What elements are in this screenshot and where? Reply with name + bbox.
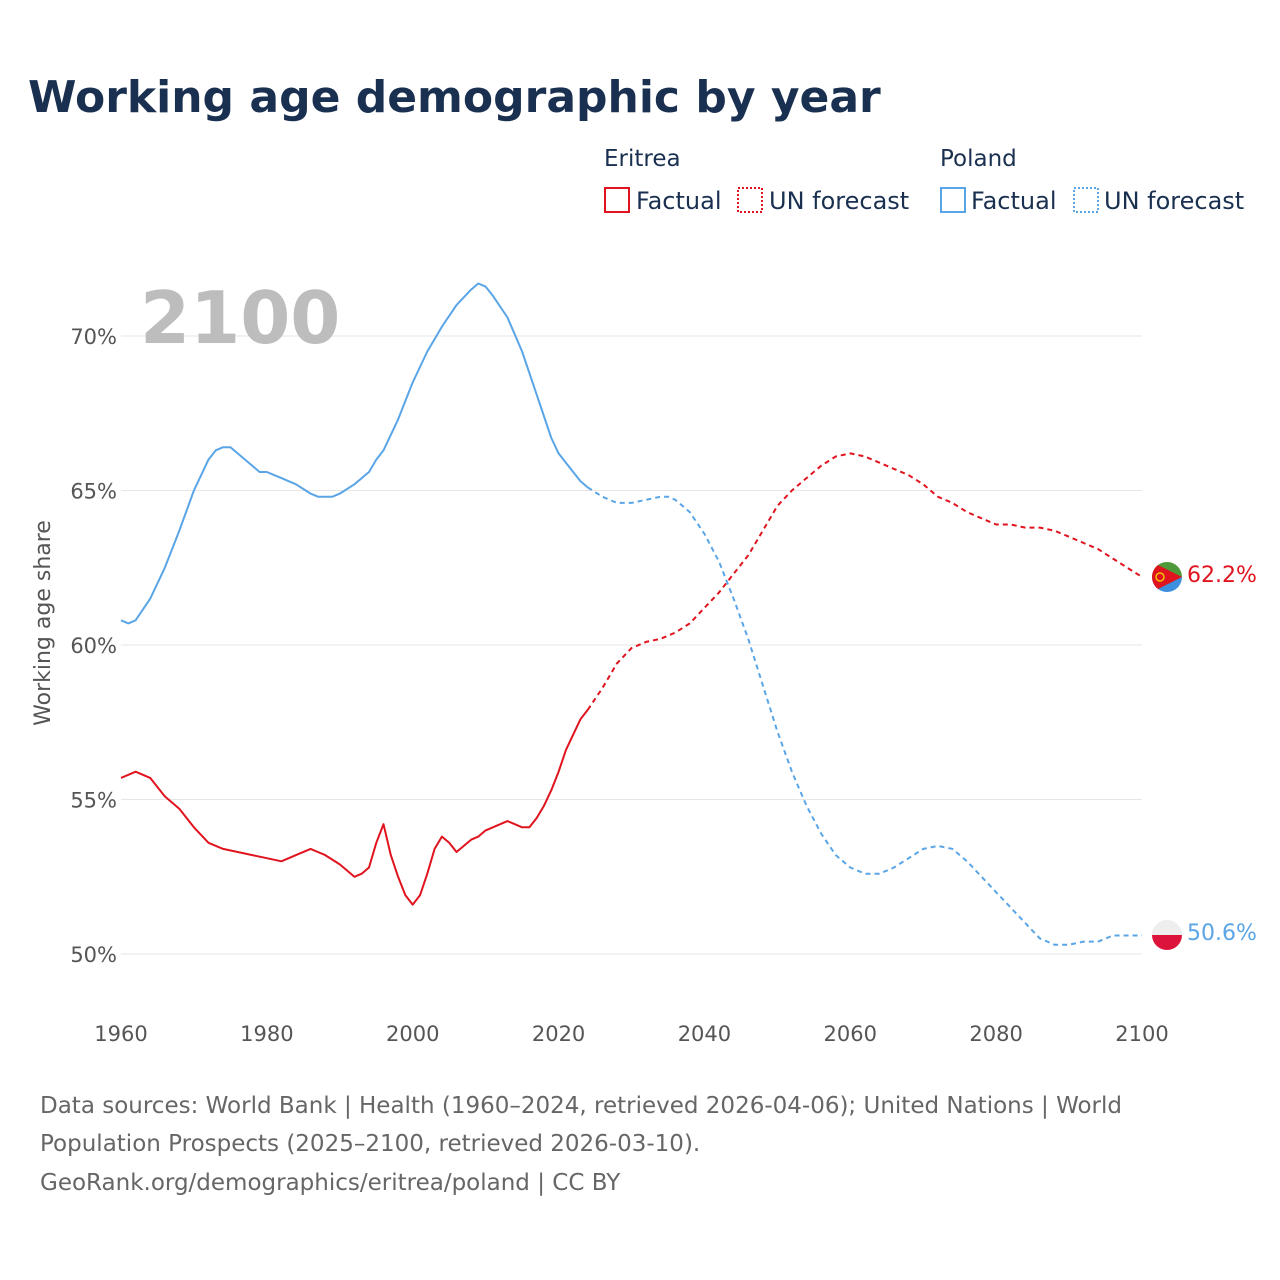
eritrea-factual-line: [120, 709, 589, 906]
legend: Eritrea Factual UN forecast Poland Factu…: [604, 146, 1244, 215]
legend-label-eritrea-factual: Factual: [636, 187, 722, 215]
y-tick-label: 65%: [70, 480, 117, 504]
legend-swatch-eritrea-forecast: [737, 187, 763, 213]
legend-swatch-poland-forecast: [1073, 187, 1099, 213]
y-axis: 50% 55% 60% 65% 70%: [70, 325, 117, 967]
legend-label-poland-forecast: UN forecast: [1104, 187, 1244, 215]
x-tick-label: 2040: [678, 1022, 731, 1046]
eritrea-flag-icon: [1152, 562, 1182, 592]
source-line-2: Population Prospects (2025–2100, retriev…: [40, 1131, 700, 1157]
x-tick-label: 1960: [94, 1022, 147, 1046]
x-axis: 1960 1980 2000 2020 2040 2060 2080 2100: [94, 1022, 1168, 1046]
legend-group-poland: Poland: [940, 146, 1017, 172]
legend-swatch-poland-factual: [940, 187, 966, 213]
legend-swatch-eritrea-factual: [604, 187, 630, 213]
y-tick-label: 50%: [70, 943, 117, 967]
eritrea-end-marker: [1152, 562, 1182, 592]
poland-factual-line: [120, 282, 589, 625]
x-tick-label: 2020: [532, 1022, 585, 1046]
poland-end-label: 50.6%: [1187, 921, 1257, 946]
x-tick-label: 2080: [969, 1022, 1022, 1046]
y-axis-label: Working age share: [31, 520, 56, 726]
eritrea-forecast-line: [586, 452, 1143, 711]
poland-end-marker: [1152, 920, 1182, 950]
x-tick-label: 2060: [824, 1022, 877, 1046]
source-line-3: GeoRank.org/demographics/eritrea/poland …: [40, 1170, 621, 1196]
grid-layer: [121, 335, 1142, 955]
year-watermark: 2100: [140, 276, 340, 360]
x-tick-label: 2100: [1115, 1022, 1168, 1046]
eritrea-end-label: 62.2%: [1187, 563, 1257, 588]
source-line-1: Data sources: World Bank | Health (1960–…: [40, 1093, 1122, 1119]
series-layer: [120, 282, 1143, 946]
x-tick-label: 1980: [240, 1022, 293, 1046]
y-tick-label: 70%: [70, 325, 117, 349]
y-tick-label: 55%: [70, 789, 117, 813]
legend-label-eritrea-forecast: UN forecast: [769, 187, 909, 215]
chart-title: Working age demographic by year: [28, 72, 881, 123]
x-tick-label: 2000: [386, 1022, 439, 1046]
y-tick-label: 60%: [70, 634, 117, 658]
legend-label-poland-factual: Factual: [971, 187, 1057, 215]
legend-group-eritrea: Eritrea: [604, 146, 681, 172]
poland-forecast-line: [587, 486, 1142, 946]
poland-flag-icon: [1152, 920, 1182, 950]
